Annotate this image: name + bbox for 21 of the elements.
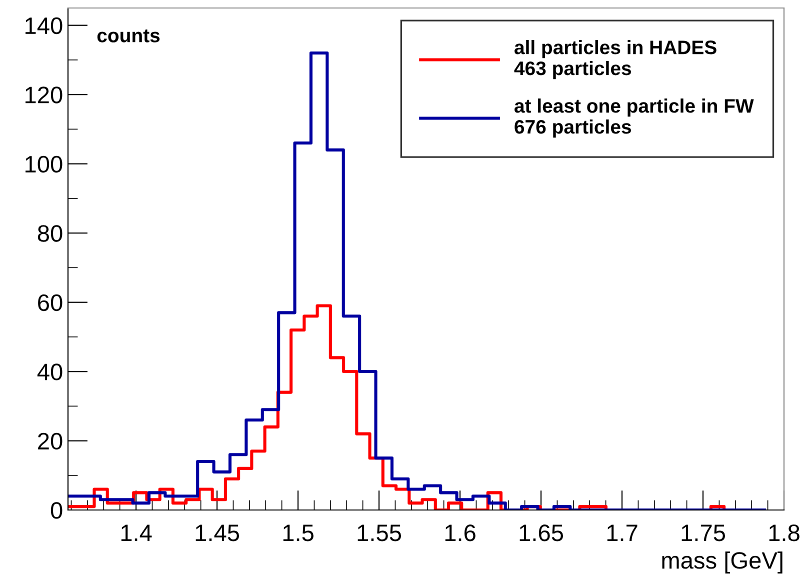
x-tick-label: 1.5 <box>283 524 314 542</box>
legend-label: all particles in HADES 463 particles <box>514 40 716 80</box>
y-tick-label: 120 <box>26 86 62 104</box>
y-tick-label: 20 <box>38 432 62 450</box>
x-tick-label: 1.6 <box>445 524 476 542</box>
y-tick-label: 100 <box>26 156 62 173</box>
x-tick-label: 1.7 <box>607 524 638 541</box>
y-tick-label: 140 <box>26 17 62 34</box>
legend-label: at least one particle in FW 676 particles <box>514 98 754 138</box>
x-tick-label: 1.4 <box>121 524 152 541</box>
x-tick-label: 1.75 <box>682 524 725 542</box>
x-tick-label: 1.45 <box>196 524 240 542</box>
x-tick-label: 1.65 <box>520 524 564 542</box>
y-axis-title: counts <box>97 29 160 42</box>
y-tick-label: 60 <box>38 294 62 312</box>
y-tick-label: 0 <box>50 502 62 519</box>
x-tick-label: 1.55 <box>358 524 402 542</box>
x-axis-title: mass [GeV] <box>662 551 782 574</box>
y-tick-label: 80 <box>38 225 62 242</box>
x-tick-label: 1.8 <box>769 524 800 542</box>
y-tick-label: 40 <box>37 364 62 380</box>
